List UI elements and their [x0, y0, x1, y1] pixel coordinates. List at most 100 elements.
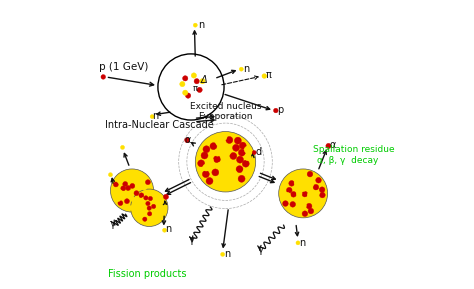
Text: d: d [256, 147, 262, 158]
Circle shape [147, 212, 152, 216]
Circle shape [243, 168, 250, 175]
Text: n: n [165, 224, 171, 234]
Circle shape [140, 179, 145, 184]
Circle shape [314, 191, 319, 196]
Circle shape [239, 67, 243, 71]
Circle shape [279, 169, 328, 218]
Circle shape [282, 182, 287, 187]
Circle shape [307, 192, 313, 198]
Circle shape [109, 173, 112, 177]
Circle shape [252, 151, 256, 155]
Circle shape [307, 171, 313, 177]
Circle shape [214, 149, 221, 156]
Circle shape [302, 211, 308, 216]
Circle shape [191, 73, 197, 78]
Circle shape [194, 79, 200, 84]
Circle shape [216, 177, 223, 184]
Circle shape [313, 184, 319, 190]
Circle shape [296, 191, 302, 197]
Circle shape [118, 179, 122, 184]
Circle shape [213, 156, 220, 163]
Circle shape [237, 156, 244, 163]
Circle shape [134, 191, 139, 196]
Circle shape [150, 114, 154, 118]
Text: Δ: Δ [201, 75, 208, 85]
Circle shape [212, 169, 219, 176]
Circle shape [120, 145, 125, 149]
Circle shape [301, 176, 306, 182]
Circle shape [296, 241, 300, 245]
Circle shape [139, 193, 144, 198]
Circle shape [233, 144, 239, 151]
Circle shape [220, 252, 225, 256]
Circle shape [308, 208, 314, 214]
Circle shape [283, 201, 288, 206]
Text: n: n [299, 238, 305, 248]
Circle shape [195, 131, 255, 192]
Text: n: n [198, 20, 204, 30]
Circle shape [197, 87, 202, 92]
Circle shape [230, 177, 237, 184]
Circle shape [143, 217, 147, 221]
Circle shape [193, 23, 197, 27]
Circle shape [227, 163, 234, 170]
Circle shape [244, 146, 251, 153]
Circle shape [295, 197, 301, 202]
Circle shape [116, 197, 121, 201]
Circle shape [180, 81, 185, 87]
Circle shape [159, 200, 164, 204]
Circle shape [242, 160, 249, 167]
Circle shape [301, 186, 306, 191]
Circle shape [118, 190, 123, 195]
Circle shape [245, 154, 251, 161]
Circle shape [326, 143, 331, 149]
Circle shape [141, 197, 146, 202]
Circle shape [285, 192, 290, 198]
Circle shape [146, 201, 150, 206]
Circle shape [182, 76, 188, 81]
Circle shape [224, 148, 231, 155]
Circle shape [295, 205, 301, 211]
Circle shape [135, 171, 140, 176]
Circle shape [220, 154, 228, 161]
Circle shape [123, 181, 128, 186]
Circle shape [294, 180, 300, 186]
Circle shape [273, 108, 278, 113]
Text: α, β, γ  decay: α, β, γ decay [317, 156, 378, 165]
Text: Intra-Nuclear Cascade: Intra-Nuclear Cascade [105, 120, 213, 130]
Circle shape [152, 204, 156, 209]
Circle shape [110, 169, 154, 212]
Text: p (1 GeV): p (1 GeV) [99, 62, 148, 72]
Circle shape [202, 171, 210, 178]
Circle shape [182, 90, 188, 95]
Text: π: π [266, 70, 272, 80]
Circle shape [163, 228, 166, 232]
Circle shape [319, 192, 325, 198]
Circle shape [148, 221, 152, 225]
Circle shape [185, 93, 191, 98]
Text: Evaporation: Evaporation [198, 112, 253, 121]
Circle shape [304, 197, 310, 203]
Circle shape [185, 138, 190, 143]
Circle shape [118, 201, 123, 205]
Circle shape [131, 197, 136, 202]
Circle shape [144, 196, 148, 200]
Circle shape [133, 203, 137, 208]
Circle shape [153, 210, 158, 214]
Text: π: π [192, 84, 197, 93]
Circle shape [230, 153, 237, 160]
Circle shape [130, 184, 135, 188]
Circle shape [130, 189, 168, 227]
Circle shape [207, 157, 213, 164]
Circle shape [286, 187, 292, 193]
Circle shape [147, 206, 151, 210]
Circle shape [319, 187, 325, 192]
Circle shape [226, 136, 233, 143]
Circle shape [315, 199, 320, 205]
Circle shape [298, 171, 304, 176]
Text: Spallation residue: Spallation residue [313, 145, 395, 154]
Circle shape [216, 139, 223, 146]
Circle shape [262, 74, 266, 78]
Circle shape [230, 170, 237, 177]
Circle shape [236, 166, 243, 173]
